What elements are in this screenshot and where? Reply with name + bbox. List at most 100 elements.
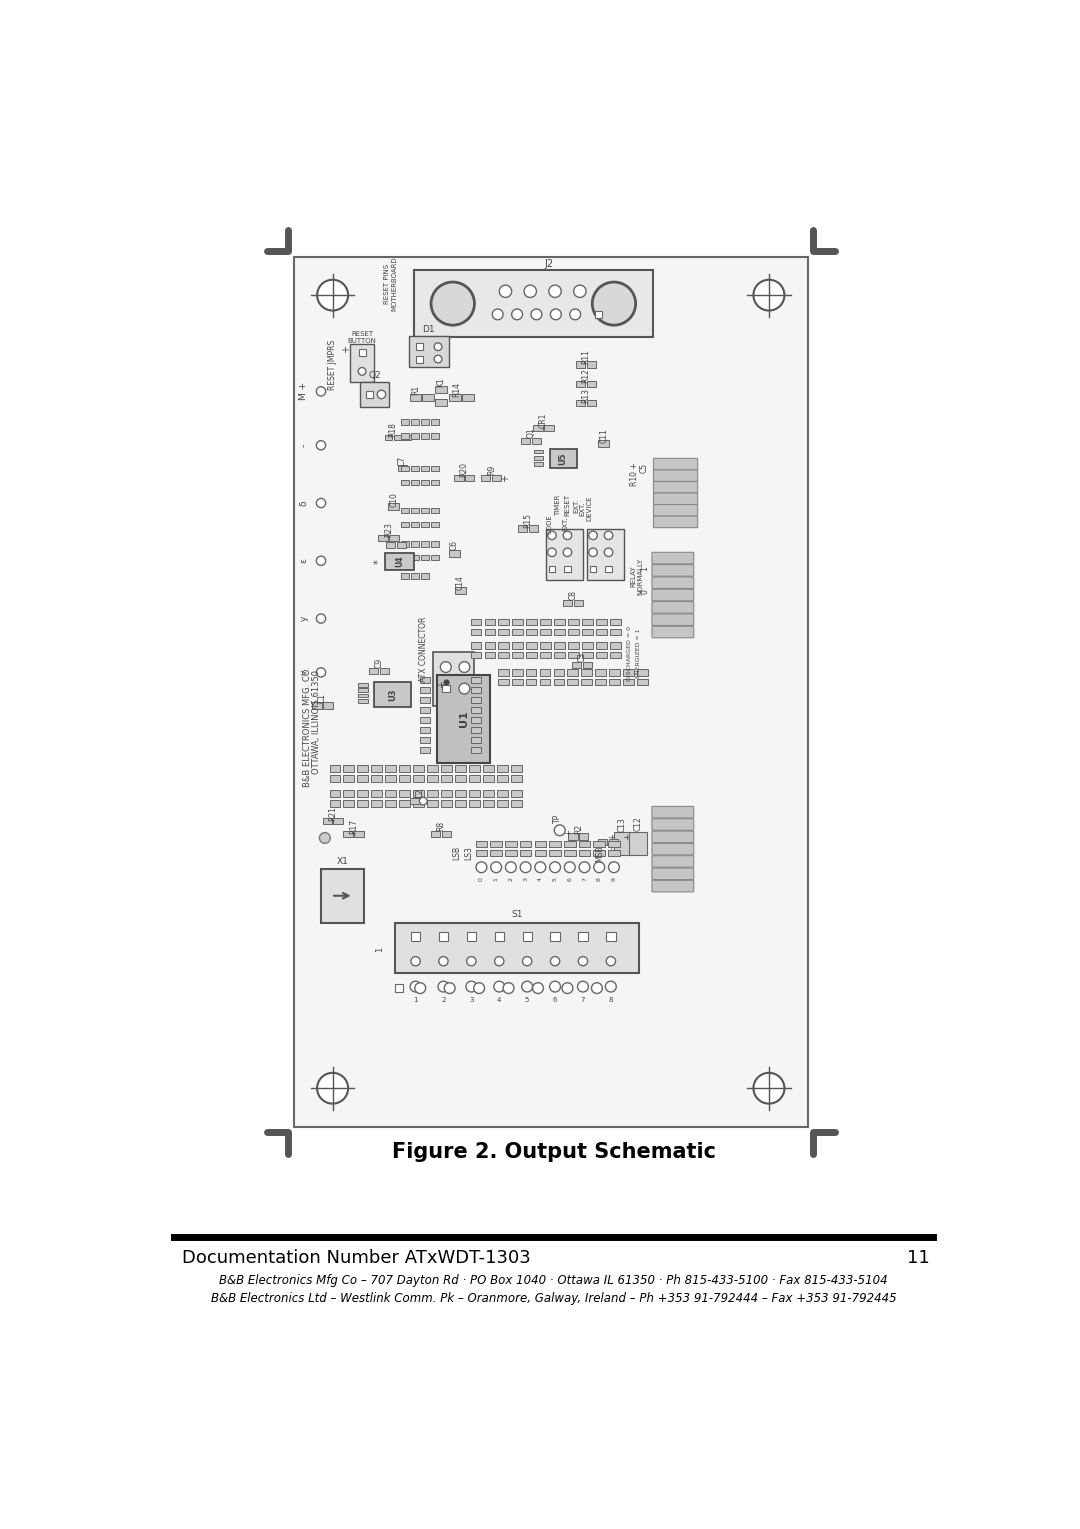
Bar <box>505 850 516 856</box>
FancyBboxPatch shape <box>652 856 693 867</box>
Text: 2: 2 <box>509 876 513 881</box>
Bar <box>359 350 365 356</box>
Bar <box>551 931 559 942</box>
Bar <box>467 931 476 942</box>
Text: C1: C1 <box>318 693 327 703</box>
Bar <box>471 677 481 683</box>
Bar <box>568 642 579 648</box>
Text: C13: C13 <box>618 816 627 832</box>
Bar <box>343 832 353 838</box>
Bar <box>401 555 408 561</box>
Bar <box>512 619 524 625</box>
Bar <box>499 651 510 657</box>
Circle shape <box>521 862 531 873</box>
Bar <box>431 419 438 425</box>
Bar <box>442 685 449 693</box>
Bar <box>550 450 577 468</box>
Bar <box>512 670 523 676</box>
FancyBboxPatch shape <box>653 492 698 505</box>
Bar <box>471 619 482 625</box>
Bar <box>554 619 565 625</box>
Circle shape <box>492 309 503 320</box>
Bar <box>481 474 490 480</box>
Bar <box>637 679 648 685</box>
Bar <box>343 764 354 772</box>
Bar <box>410 573 419 579</box>
Circle shape <box>438 957 448 966</box>
Bar <box>582 628 593 635</box>
Text: δ: δ <box>299 500 309 506</box>
Bar <box>329 764 340 772</box>
Circle shape <box>377 390 386 399</box>
Bar <box>435 387 447 393</box>
Text: R23: R23 <box>383 523 393 538</box>
Bar <box>526 642 537 648</box>
Bar <box>535 450 543 454</box>
Text: C5: C5 <box>639 463 649 474</box>
Bar <box>401 466 408 471</box>
Text: R13: R13 <box>581 388 591 402</box>
Circle shape <box>494 982 504 992</box>
Bar <box>540 628 551 635</box>
FancyBboxPatch shape <box>653 459 698 469</box>
Bar <box>408 336 449 367</box>
Bar <box>359 699 367 703</box>
Bar <box>567 679 578 685</box>
Bar <box>573 599 583 605</box>
Bar <box>435 399 447 407</box>
Bar <box>497 775 508 783</box>
Bar <box>610 619 621 625</box>
Text: ε: ε <box>299 558 309 563</box>
Circle shape <box>578 982 589 992</box>
Bar <box>606 931 616 942</box>
Circle shape <box>431 281 474 326</box>
Text: 1: 1 <box>640 566 649 570</box>
Bar <box>586 381 596 387</box>
Bar <box>410 555 419 561</box>
Text: U4: U4 <box>395 557 404 567</box>
Circle shape <box>490 862 501 873</box>
Text: LSB: LSB <box>453 847 461 861</box>
Bar <box>431 508 438 514</box>
Bar <box>401 433 408 439</box>
Circle shape <box>441 662 451 673</box>
Bar <box>421 480 429 485</box>
Bar <box>401 541 408 546</box>
FancyBboxPatch shape <box>652 615 693 625</box>
Bar <box>372 764 382 772</box>
Bar <box>564 841 576 847</box>
Text: 3: 3 <box>469 997 474 1003</box>
Bar <box>554 651 565 657</box>
Text: CODE: CODE <box>546 514 553 534</box>
Text: R12: R12 <box>581 368 591 384</box>
Bar <box>526 628 537 635</box>
Bar <box>495 931 504 942</box>
Bar <box>554 628 565 635</box>
Circle shape <box>579 862 590 873</box>
Circle shape <box>592 983 603 994</box>
Circle shape <box>550 862 561 873</box>
Bar <box>485 619 496 625</box>
Bar <box>357 764 368 772</box>
Bar <box>581 670 592 676</box>
Bar <box>401 521 408 528</box>
Bar <box>431 832 441 838</box>
Text: C11: C11 <box>599 428 608 443</box>
Bar <box>471 728 481 734</box>
Bar <box>323 818 332 824</box>
Circle shape <box>512 309 523 320</box>
FancyBboxPatch shape <box>652 576 693 589</box>
Bar <box>582 642 593 648</box>
Circle shape <box>562 983 572 994</box>
Bar <box>517 526 527 532</box>
Bar <box>420 748 430 754</box>
Bar <box>357 790 368 797</box>
Bar <box>431 555 438 561</box>
Bar <box>511 790 522 797</box>
Bar <box>608 839 618 846</box>
Text: RELAY
NORMALLY: RELAY NORMALLY <box>631 558 644 595</box>
Bar <box>485 651 496 657</box>
Circle shape <box>605 547 612 557</box>
Bar <box>359 683 367 687</box>
Text: Q2: Q2 <box>368 372 381 381</box>
